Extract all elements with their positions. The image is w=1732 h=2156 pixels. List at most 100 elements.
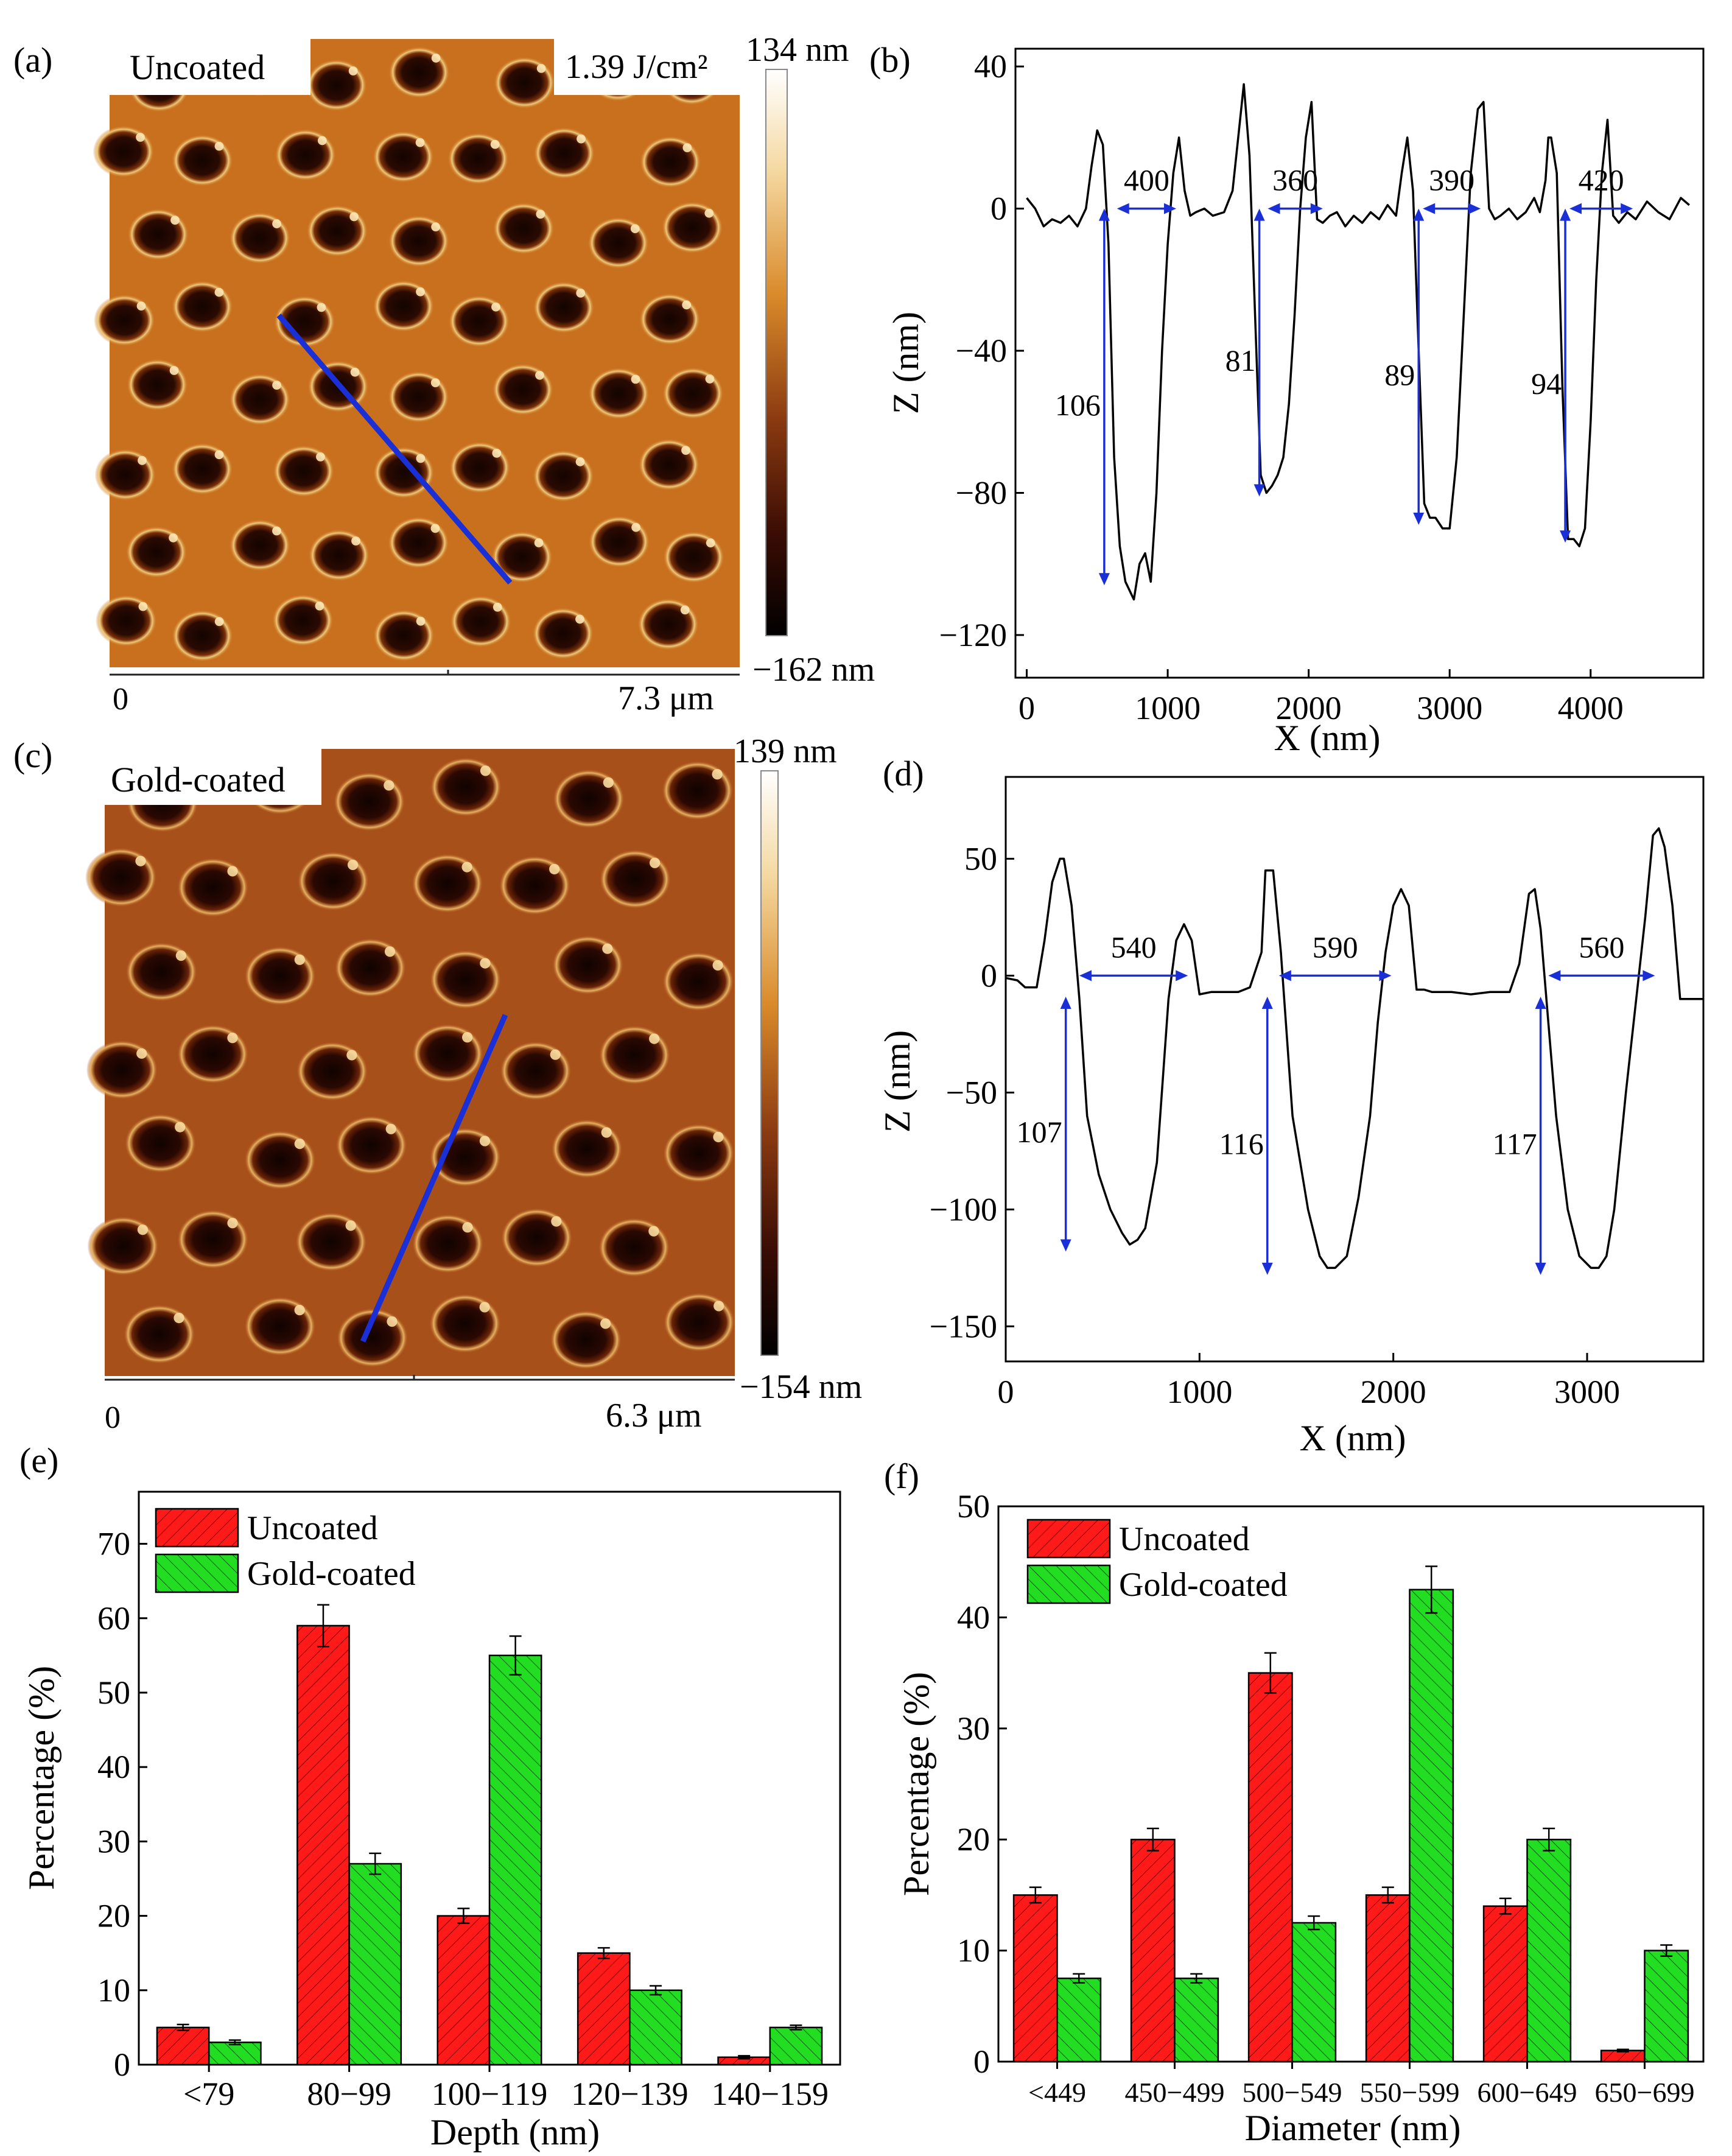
afm-debris	[462, 1222, 473, 1233]
y-tick-label: 10	[97, 1972, 130, 2009]
image-label-a: Uncoated	[130, 47, 265, 87]
y-tick-label: 20	[957, 1821, 990, 1858]
afm-pit	[388, 46, 450, 99]
afm-image-a-background	[110, 39, 740, 667]
afm-pit	[388, 516, 449, 569]
bar-uncoated	[577, 1952, 631, 2066]
afm-debris	[315, 601, 324, 611]
afm-pit	[429, 1294, 501, 1354]
depth-arrow-head	[1261, 996, 1273, 1009]
afm-pit	[599, 849, 671, 909]
afm-pits-c	[85, 755, 735, 1370]
afm-pit	[588, 516, 650, 568]
afm-debris	[347, 859, 359, 871]
afm-debris	[136, 1048, 147, 1059]
bar-gold-coated	[1526, 1838, 1572, 2063]
depth-arrow-head	[1535, 996, 1546, 1009]
afm-debris	[214, 450, 224, 460]
x-tick-label: 3000	[1417, 690, 1482, 726]
afm-pit	[662, 367, 724, 420]
fluence-box	[554, 39, 740, 95]
afm-pit	[447, 132, 509, 185]
scale-start-a: 0	[113, 682, 128, 717]
afm-debris	[214, 617, 224, 627]
y-tick-label: 50	[957, 1488, 990, 1525]
legend-swatch	[1026, 1564, 1111, 1604]
width-arrow-head	[1176, 970, 1188, 981]
y-tick-label: 60	[97, 1600, 130, 1637]
afm-pit	[229, 373, 291, 426]
depth-annotation: 94	[1531, 367, 1562, 401]
legend-label: Gold-coated	[247, 1555, 416, 1593]
afm-pit	[172, 134, 233, 187]
bar-uncoated	[1130, 1838, 1176, 2063]
afm-pit	[272, 594, 334, 647]
plot-frame-d	[1004, 776, 1705, 1363]
bar-gold-coated	[1644, 1950, 1689, 2063]
panel-label-d: (d)	[883, 754, 924, 793]
x-tick-label: 100−119	[432, 2076, 547, 2112]
afm-pit	[598, 1025, 671, 1085]
afm-pit	[412, 1213, 484, 1274]
bar-gold-coated	[629, 1989, 682, 2066]
afm-debris	[480, 765, 491, 776]
afm-debris	[536, 209, 545, 219]
afm-debris	[705, 374, 715, 384]
bar-uncoated	[1012, 1894, 1058, 2063]
legend-swatch	[155, 1508, 239, 1548]
afm-debris	[631, 374, 640, 384]
afm-pit	[177, 858, 249, 918]
afm-pit	[127, 208, 189, 261]
afm-debris	[601, 1127, 612, 1138]
afm-pit	[94, 294, 155, 346]
width-arrow-head	[1310, 203, 1323, 214]
x-tick-label: 120−139	[571, 2076, 688, 2112]
depth-arrow-head	[1060, 996, 1071, 1009]
legend-swatch	[155, 1553, 239, 1593]
afm-debris	[349, 212, 359, 222]
afm-debris	[430, 524, 440, 533]
afm-debris	[706, 538, 715, 548]
depth-annotation: 89	[1384, 357, 1415, 392]
y-tick-label: −150	[930, 1308, 997, 1344]
x-tick-label: 1000	[1135, 690, 1201, 726]
afm-pit	[550, 1310, 622, 1370]
plot-frame-b	[1014, 47, 1705, 679]
afm-debris	[712, 960, 723, 971]
afm-debris	[350, 367, 360, 377]
afm-debris	[492, 448, 502, 458]
afm-debris	[430, 378, 440, 387]
afm-pit	[662, 952, 734, 1011]
afm-pit	[533, 450, 594, 502]
afm-debris	[649, 1033, 660, 1044]
depth-arrow-head	[1535, 1262, 1546, 1275]
width-arrow-head	[1423, 203, 1436, 214]
x-tick-label: <449	[1028, 2077, 1086, 2108]
plot-frame-f	[997, 1505, 1705, 2063]
width-arrow-head	[1548, 970, 1561, 981]
afm-pit	[296, 1042, 368, 1101]
afm-pit	[124, 1114, 197, 1173]
plot-f: 0 10 20 30 40 50 <449 450−499 500−549 550−599 600−…	[957, 1488, 1694, 2108]
bar-uncoated	[296, 1624, 350, 2066]
panel-c: (c) Gold-coated 139 nm −154 nm 0 6.3 μm	[13, 732, 862, 1435]
afm-pit	[125, 526, 188, 578]
afm-pit	[637, 598, 699, 650]
bar-gold-coated	[1409, 1589, 1454, 2063]
afm-pit	[93, 125, 155, 178]
afm-pit	[492, 363, 554, 416]
afm-debris	[713, 1301, 724, 1312]
afm-debris	[649, 857, 661, 868]
depth-arrow-head	[1413, 208, 1425, 221]
afm-debris	[317, 136, 327, 146]
afm-debris	[575, 614, 584, 624]
afm-pit	[273, 445, 335, 497]
afm-pit	[429, 950, 502, 1010]
afm-debris	[431, 222, 441, 232]
depth-arrow-head	[1261, 1262, 1273, 1275]
afm-debris	[648, 1226, 659, 1237]
afm-pit	[450, 595, 511, 648]
afm-debris	[680, 605, 690, 615]
afm-pit	[177, 1024, 249, 1084]
